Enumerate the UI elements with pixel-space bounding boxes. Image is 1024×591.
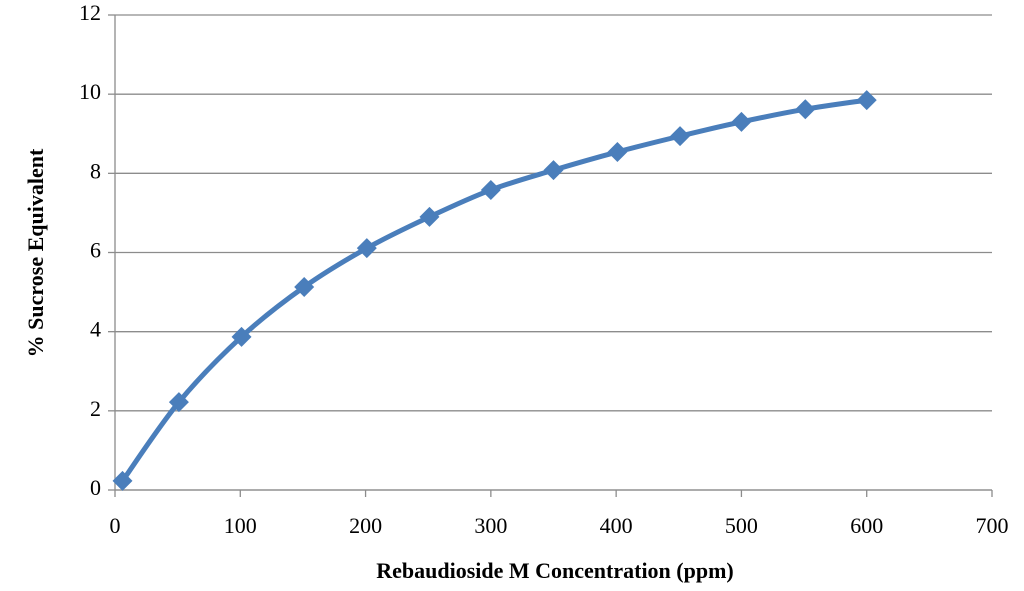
marker (112, 470, 133, 491)
marker (670, 126, 691, 147)
y-tick-label: 8 (90, 158, 101, 183)
x-tick-label: 200 (349, 513, 382, 538)
marker (731, 111, 752, 132)
x-axis-title: Rebaudioside M Concentration (ppm) (376, 558, 734, 583)
marker (356, 238, 377, 259)
x-tick-label: 600 (850, 513, 883, 538)
y-axis-title: % Sucrose Equivalent (23, 148, 48, 357)
marker (607, 141, 628, 162)
x-tick-label: 300 (474, 513, 507, 538)
marker (231, 326, 252, 347)
x-tick-label: 400 (600, 513, 633, 538)
y-tick-label: 0 (90, 475, 101, 500)
x-tick-label: 700 (976, 513, 1009, 538)
x-tick-label: 500 (725, 513, 758, 538)
marker (543, 160, 564, 181)
marker (856, 90, 877, 111)
marker (168, 392, 189, 413)
marker (419, 206, 440, 227)
marker (795, 99, 816, 120)
x-tick-label: 0 (110, 513, 121, 538)
y-tick-label: 6 (90, 238, 101, 263)
x-tick-label: 100 (224, 513, 257, 538)
marker (294, 276, 315, 297)
marker (480, 179, 501, 200)
y-tick-label: 4 (90, 317, 101, 342)
y-tick-label: 10 (79, 79, 101, 104)
y-tick-label: 12 (79, 0, 101, 25)
series-line (120, 97, 868, 483)
y-tick-label: 2 (90, 396, 101, 421)
